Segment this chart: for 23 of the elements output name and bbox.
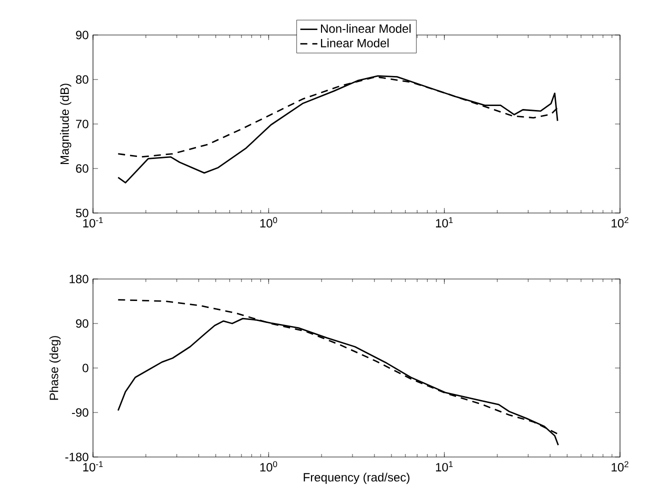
- y-axis-title: Magnitude (dB): [60, 84, 72, 164]
- y-tick-label: -90: [72, 408, 88, 417]
- y-tick-label: 80: [76, 75, 88, 84]
- x-tick-label: 10$^{-1}$: [83, 461, 103, 472]
- y-tick-label: 50: [76, 208, 88, 218]
- x-tick-label: 10$^{1}$: [436, 217, 453, 228]
- y-tick-label: 180: [70, 274, 88, 284]
- y-tick-label: -180: [65, 452, 88, 462]
- y-axis-title: Phase (deg): [49, 336, 61, 400]
- x-tick-label: 10$^{0}$: [260, 461, 278, 472]
- x-tick-label: 10$^{2}$: [612, 217, 628, 228]
- y-tick-label: 90: [76, 319, 88, 328]
- x-tick-label: 10$^{-1}$: [83, 217, 103, 228]
- legend-label: Non-linear Model: [321, 24, 411, 33]
- y-tick-label: 60: [76, 164, 88, 173]
- x-tick-label: 10$^{2}$: [612, 461, 628, 472]
- y-tick-label: 70: [76, 120, 88, 128]
- y-tick-label: 0: [82, 364, 88, 372]
- y-tick-label: 90: [76, 30, 88, 40]
- x-axis-title: Frequency (rad/sec): [304, 472, 410, 484]
- legend-label: Linear Model: [321, 38, 389, 48]
- x-tick-label: 10$^{0}$: [260, 217, 278, 228]
- x-tick-label: 10$^{1}$: [436, 461, 453, 472]
